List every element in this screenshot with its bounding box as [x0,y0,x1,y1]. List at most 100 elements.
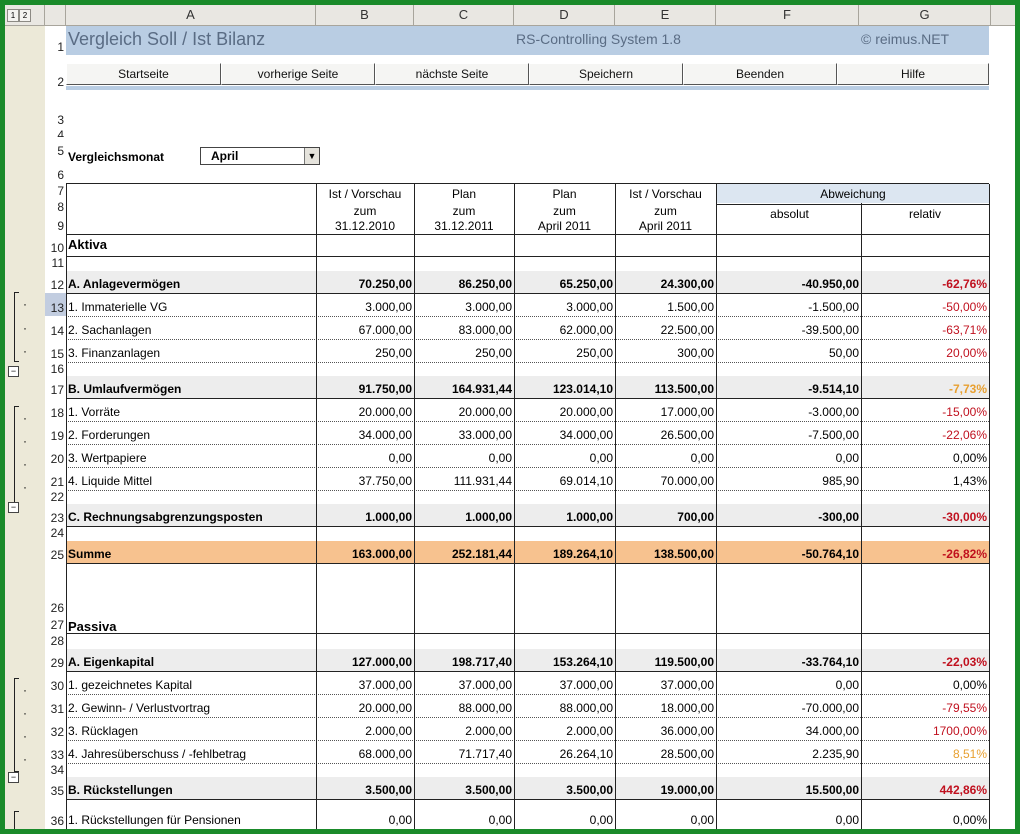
value-cell[interactable]: -15,00% [942,405,987,419]
value-cell[interactable]: 3.500,00 [465,783,512,797]
value-cell[interactable]: 0,00 [690,813,714,827]
value-cell[interactable]: -79,55% [942,701,987,715]
row-header-13[interactable]: 13 [45,293,66,316]
row-label[interactable]: 3. Finanzanlagen [68,346,161,360]
value-cell[interactable]: -70.000,00 [801,701,859,715]
value-cell[interactable]: 20.000,00 [358,405,412,419]
row-header-34[interactable]: 34 [50,763,64,777]
value-cell[interactable]: 0,00 [835,451,859,465]
row-header-8[interactable]: 8 [57,200,64,214]
row-header-12[interactable]: 12 [50,278,64,292]
value-cell[interactable]: 34.000,00 [559,428,613,442]
value-cell[interactable]: -40.950,00 [801,277,859,291]
next-page-button[interactable]: nächste Seite [375,63,529,85]
value-cell[interactable]: 3.000,00 [465,300,512,314]
row-header-23[interactable]: 23 [50,511,64,525]
value-cell[interactable]: 2.000,00 [566,724,613,738]
row-label[interactable]: A. Anlagevermögen [68,277,181,291]
outline-level-2-button[interactable]: 2 [19,9,31,22]
exit-button[interactable]: Beenden [683,63,837,85]
value-cell[interactable]: 0,00 [488,451,512,465]
value-cell[interactable]: 24.300,00 [660,277,714,291]
value-cell[interactable]: 2.000,00 [465,724,512,738]
column-header-e[interactable]: E [615,5,716,25]
value-cell[interactable]: -50.764,10 [801,547,859,561]
row-label[interactable]: 4. Jahresüberschuss / -fehlbetrag [68,747,247,761]
row-header-7[interactable]: 7 [57,184,64,198]
value-cell[interactable]: 37.000,00 [458,678,512,692]
value-cell[interactable]: 33.000,00 [458,428,512,442]
value-cell[interactable]: -62,76% [942,277,987,291]
value-cell[interactable]: 0,00% [952,678,987,692]
value-cell[interactable]: 985,90 [822,474,859,488]
value-cell[interactable]: 0,00 [589,813,613,827]
row-header-31[interactable]: 31 [50,702,64,716]
value-cell[interactable]: 250,00 [475,346,512,360]
value-cell[interactable]: 2.000,00 [365,724,412,738]
value-cell[interactable]: 0,00% [952,813,987,827]
value-cell[interactable]: 65.250,00 [559,277,613,291]
value-cell[interactable]: -33.764,10 [801,655,859,669]
value-cell[interactable]: 1.000,00 [365,510,412,524]
column-header-c[interactable]: C [414,5,514,25]
row-label[interactable]: C. Rechnungsabgrenzungsposten [68,510,263,524]
value-cell[interactable]: 20.000,00 [559,405,613,419]
row-header-27[interactable]: 27 [50,618,64,632]
row-header-29[interactable]: 29 [50,656,64,670]
row-label[interactable]: A. Eigenkapital [68,655,155,669]
value-cell[interactable]: 50,00 [828,346,859,360]
value-cell[interactable]: 17.000,00 [660,405,714,419]
row-header-5[interactable]: 5 [57,144,64,158]
value-cell[interactable]: 3.500,00 [365,783,412,797]
value-cell[interactable]: 68.000,00 [358,747,412,761]
row-header-15[interactable]: 15 [50,347,64,361]
value-cell[interactable]: 19.000,00 [660,783,714,797]
value-cell[interactable]: 123.014,10 [552,382,613,396]
value-cell[interactable]: 88.000,00 [458,701,512,715]
value-cell[interactable]: 37.000,00 [358,678,412,692]
row-header-2[interactable]: 2 [57,75,64,89]
value-cell[interactable]: -22,03% [942,655,987,669]
row-header-4[interactable]: 4 [57,128,64,137]
row-header-28[interactable]: 28 [50,634,64,648]
value-cell[interactable]: 0,00 [388,813,412,827]
column-header-d[interactable]: D [514,5,615,25]
value-cell[interactable]: 8,51% [952,747,987,761]
row-header-11[interactable]: 11 [51,256,64,270]
value-cell[interactable]: 15.500,00 [805,783,859,797]
value-cell[interactable]: 3.500,00 [566,783,613,797]
row-header-33[interactable]: 33 [50,748,64,762]
value-cell[interactable]: 1.000,00 [566,510,613,524]
help-button[interactable]: Hilfe [837,63,989,85]
value-cell[interactable]: 300,00 [677,346,714,360]
row-header-18[interactable]: 18 [50,406,64,420]
value-cell[interactable]: 20.000,00 [358,701,412,715]
value-cell[interactable]: 0,00 [488,813,512,827]
outline-level-1-button[interactable]: 1 [7,9,19,22]
row-label[interactable]: 1. gezeichnetes Kapital [68,678,193,692]
value-cell[interactable]: 62.000,00 [559,323,613,337]
chevron-down-icon[interactable]: ▼ [304,148,319,164]
value-cell[interactable]: 34.000,00 [805,724,859,738]
value-cell[interactable]: 69.014,10 [559,474,613,488]
value-cell[interactable]: 0,00% [952,451,987,465]
row-header-36[interactable]: 36 [50,814,64,828]
value-cell[interactable]: -63,71% [942,323,987,337]
value-cell[interactable]: 442,86% [939,783,987,797]
row-header-17[interactable]: 17 [50,383,64,397]
value-cell[interactable]: 0,00 [835,678,859,692]
row-label[interactable]: 2. Forderungen [68,428,151,442]
row-header-30[interactable]: 30 [50,679,64,693]
value-cell[interactable]: 70.000,00 [660,474,714,488]
value-cell[interactable]: 163.000,00 [351,547,412,561]
value-cell[interactable]: -22,06% [942,428,987,442]
row-header-3[interactable]: 3 [57,113,64,127]
value-cell[interactable]: 3.000,00 [566,300,613,314]
column-header-g[interactable]: G [859,5,991,25]
row-label[interactable]: B. Rückstellungen [68,783,173,797]
value-cell[interactable]: 70.250,00 [358,277,412,291]
value-cell[interactable]: 1.000,00 [465,510,512,524]
value-cell[interactable]: 0,00 [589,451,613,465]
value-cell[interactable]: 1700,00% [932,724,987,738]
select-all-corner[interactable] [45,5,66,25]
